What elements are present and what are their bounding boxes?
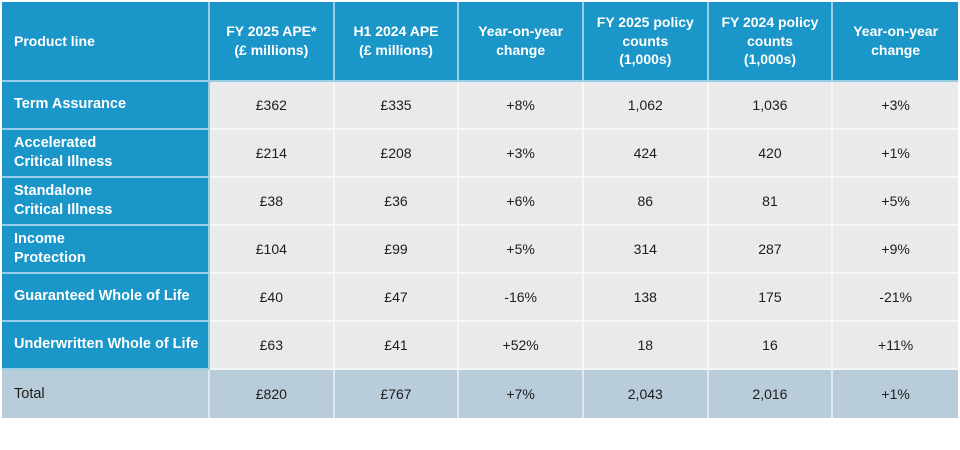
total-value-cell: +7% [459, 370, 584, 418]
value-cell: £36 [334, 178, 460, 226]
product-cell: Accelerated Critical Illness [2, 130, 210, 178]
value-cell: £335 [334, 82, 460, 130]
table-row-guaranteed-whole-of-life: Guaranteed Whole of Life £40 £47 -16% 13… [2, 274, 958, 322]
table-row-income-protection: Income Protection £104 £99 +5% 314 287 +… [2, 226, 958, 274]
total-value-cell: £820 [210, 370, 335, 418]
value-cell: 420 [708, 130, 834, 178]
value-cell: +5% [459, 226, 584, 274]
product-cell: Term Assurance [2, 82, 210, 130]
value-cell: £47 [334, 274, 460, 322]
table-row-standalone-critical-illness: Standalone Critical Illness £38 £36 +6% … [2, 178, 958, 226]
value-cell: 16 [708, 322, 834, 370]
value-cell: 1,062 [583, 82, 709, 130]
total-row: Total £820 £767 +7% 2,043 2,016 +1% [2, 370, 958, 418]
value-cell: +6% [459, 178, 584, 226]
table-row-accelerated-critical-illness: Accelerated Critical Illness £214 £208 +… [2, 130, 958, 178]
value-cell: -16% [459, 274, 584, 322]
total-value-cell: +1% [833, 370, 958, 418]
value-cell: +5% [833, 178, 958, 226]
value-cell: £38 [210, 178, 335, 226]
value-cell: 138 [583, 274, 709, 322]
value-cell: +52% [459, 322, 584, 370]
value-cell: £214 [210, 130, 335, 178]
value-cell: £104 [210, 226, 335, 274]
product-cell: Standalone Critical Illness [2, 178, 210, 226]
col-header-yoy-change-policy: Year-on-year change [833, 2, 958, 82]
value-cell: £99 [334, 226, 460, 274]
col-header-fy2025-policy-counts: FY 2025 policy counts (1,000s) [583, 2, 709, 82]
value-cell: +11% [833, 322, 958, 370]
value-cell: 424 [583, 130, 709, 178]
col-header-yoy-change-ape: Year-on-year change [459, 2, 584, 82]
total-value-cell: 2,043 [583, 370, 709, 418]
col-header-product-line: Product line [2, 2, 210, 82]
total-label-cell: Total [2, 370, 210, 418]
value-cell: £41 [334, 322, 460, 370]
value-cell: £63 [210, 322, 335, 370]
table-container: Product line FY 2025 APE* (£ millions) H… [2, 2, 958, 418]
col-header-fy2024-policy-counts: FY 2024 policy counts (1,000s) [708, 2, 834, 82]
value-cell: £208 [334, 130, 460, 178]
table-row-term-assurance: Term Assurance £362 £335 +8% 1,062 1,036… [2, 82, 958, 130]
value-cell: 175 [708, 274, 834, 322]
col-header-h1-2024-ape: H1 2024 APE (£ millions) [334, 2, 460, 82]
value-cell: 314 [583, 226, 709, 274]
value-cell: -21% [833, 274, 958, 322]
product-cell: Guaranteed Whole of Life [2, 274, 210, 322]
table-row-underwritten-whole-of-life: Underwritten Whole of Life £63 £41 +52% … [2, 322, 958, 370]
table-header: Product line FY 2025 APE* (£ millions) H… [2, 2, 958, 82]
value-cell: 1,036 [708, 82, 834, 130]
product-cell: Underwritten Whole of Life [2, 322, 210, 370]
table-body: Term Assurance £362 £335 +8% 1,062 1,036… [2, 82, 958, 418]
value-cell: +3% [833, 82, 958, 130]
value-cell: 287 [708, 226, 834, 274]
value-cell: +3% [459, 130, 584, 178]
total-value-cell: £767 [334, 370, 460, 418]
value-cell: +8% [459, 82, 584, 130]
value-cell: 18 [583, 322, 709, 370]
product-cell: Income Protection [2, 226, 210, 274]
value-cell: +9% [833, 226, 958, 274]
value-cell: £40 [210, 274, 335, 322]
value-cell: 86 [583, 178, 709, 226]
product-performance-table: Product line FY 2025 APE* (£ millions) H… [2, 2, 958, 418]
col-header-fy2025-ape: FY 2025 APE* (£ millions) [210, 2, 335, 82]
total-value-cell: 2,016 [708, 370, 834, 418]
header-row: Product line FY 2025 APE* (£ millions) H… [2, 2, 958, 82]
value-cell: £362 [210, 82, 335, 130]
value-cell: 81 [708, 178, 834, 226]
value-cell: +1% [833, 130, 958, 178]
